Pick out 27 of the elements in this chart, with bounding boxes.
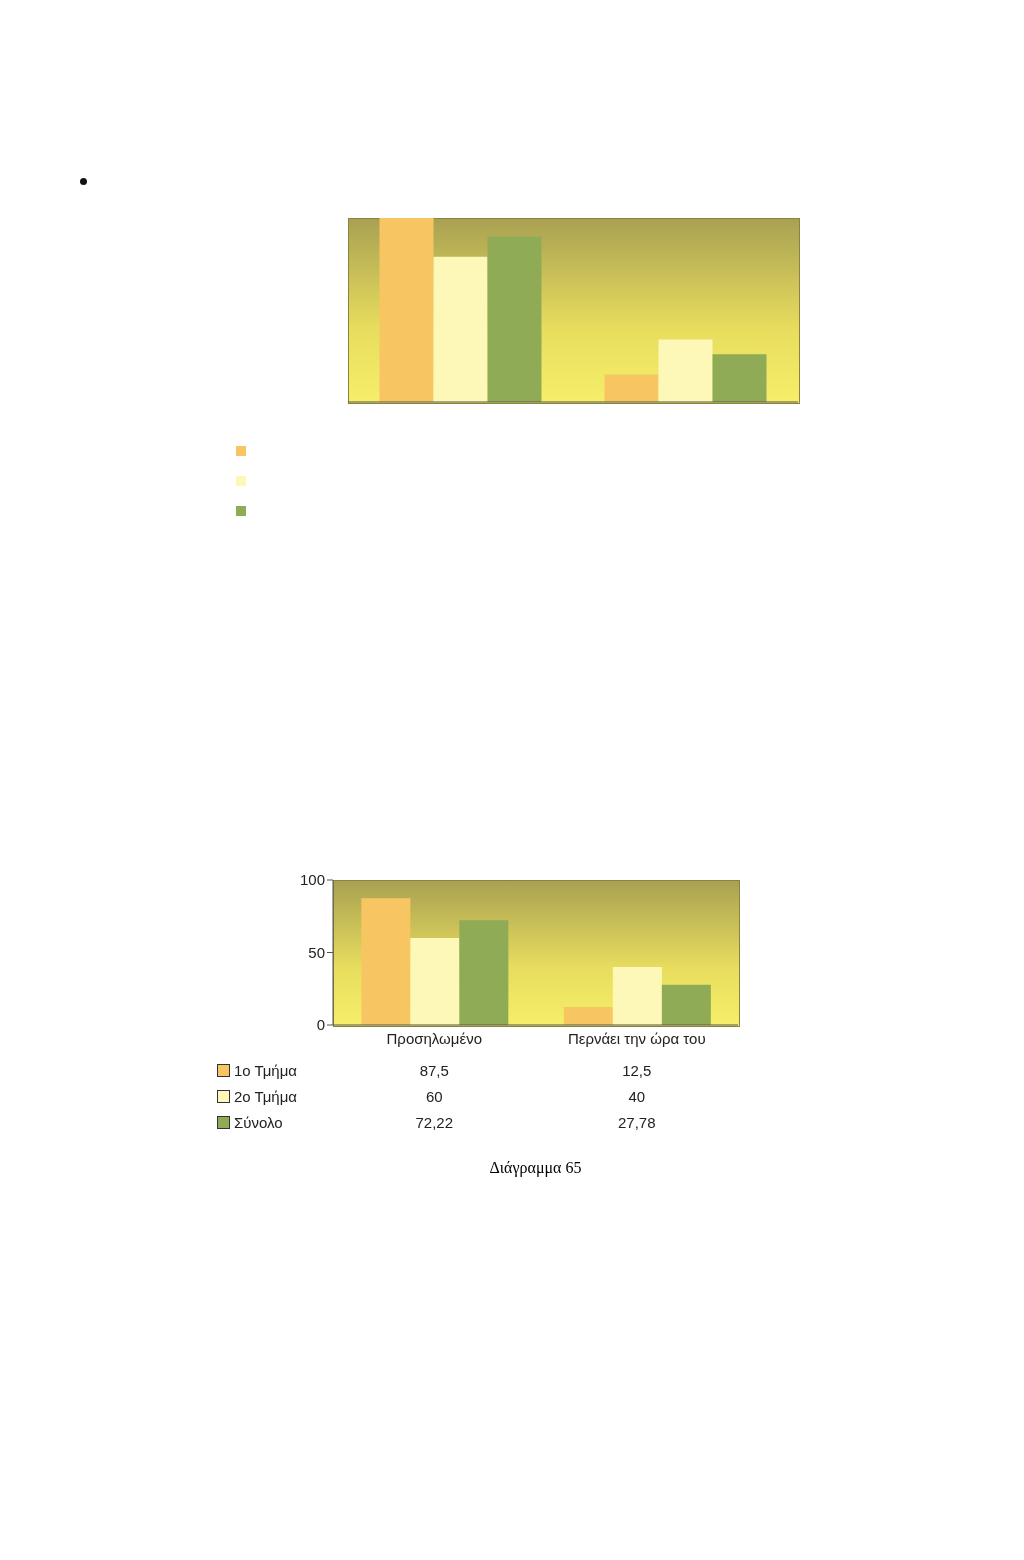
- data-label: 60: [424, 1087, 444, 1105]
- x-tick-label: Περνάει την ώρα του: [567, 1029, 706, 1047]
- data-label: 12,5: [621, 1061, 653, 1079]
- bar: [661, 984, 711, 1025]
- y-tick-label: 50: [308, 943, 325, 961]
- x-tick-label: Προσηλωμένο: [386, 1029, 482, 1047]
- data-label: 87,5: [418, 1061, 450, 1079]
- bar: [379, 218, 434, 402]
- bar: [563, 1006, 613, 1025]
- legend-label: Σύνολο: [234, 1113, 283, 1131]
- legend-label: 2ο Τμήμα: [234, 1087, 297, 1105]
- y-tick-label: 100: [299, 871, 325, 889]
- bar: [459, 920, 509, 1025]
- text: Διάγραμμα 65: [488, 1159, 583, 1177]
- legend-label: 1ο Τμήμα: [234, 1061, 297, 1079]
- bar: [487, 236, 542, 402]
- y-tick-label: 0: [316, 1016, 325, 1034]
- data-label: 72,22: [414, 1113, 454, 1131]
- bar: [658, 339, 713, 402]
- bar: [361, 898, 411, 1025]
- data-label: 40: [627, 1087, 647, 1105]
- bar: [612, 967, 662, 1025]
- bar: [433, 256, 488, 402]
- bar: [604, 374, 659, 402]
- data-label: 27,78: [616, 1113, 657, 1131]
- bar: [712, 354, 767, 402]
- bar: [410, 938, 460, 1025]
